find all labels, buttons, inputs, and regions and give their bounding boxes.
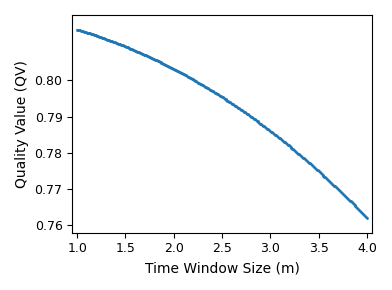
Y-axis label: Quality Value (QV): Quality Value (QV) — [15, 60, 29, 188]
X-axis label: Time Window Size (m): Time Window Size (m) — [145, 261, 299, 275]
